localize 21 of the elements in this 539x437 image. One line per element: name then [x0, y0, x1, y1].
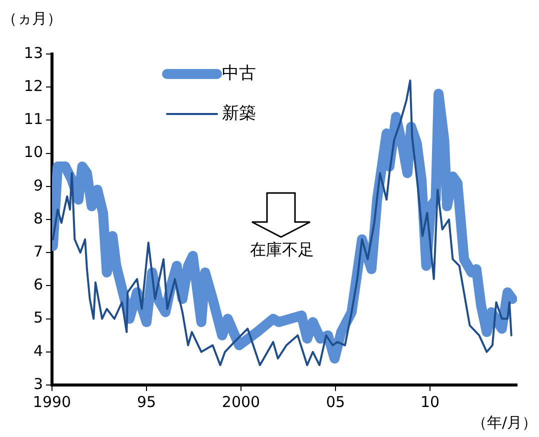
y-tick-label: 9	[33, 176, 43, 194]
x-tick-label: 1990	[32, 392, 72, 411]
x-tick-label: 2000	[222, 392, 260, 411]
y-tick-label: 8	[33, 209, 43, 228]
x-tick-label: 10	[420, 392, 440, 411]
y-tick-label: 6	[33, 276, 43, 294]
y-tick-label: 7	[33, 242, 43, 260]
y-tick-label: 4	[33, 342, 43, 360]
y-tick-label: 5	[33, 308, 43, 327]
y-axis-title: （ヵ月）	[2, 9, 62, 28]
x-tick-label: 05	[326, 392, 346, 411]
y-tick-label: 3	[33, 374, 43, 393]
annotation: 在庫不足	[250, 240, 314, 260]
y-tick-label: 10	[24, 143, 43, 162]
y-tick-label: 11	[24, 110, 43, 128]
y-tick-label: 13	[24, 44, 43, 62]
legend-label: 中古	[222, 63, 256, 84]
y-tick-label: 12	[24, 76, 43, 95]
x-axis-title: （年/月）	[472, 413, 537, 432]
legend-label: 新築	[222, 103, 256, 124]
x-tick-label: 95	[136, 392, 156, 411]
